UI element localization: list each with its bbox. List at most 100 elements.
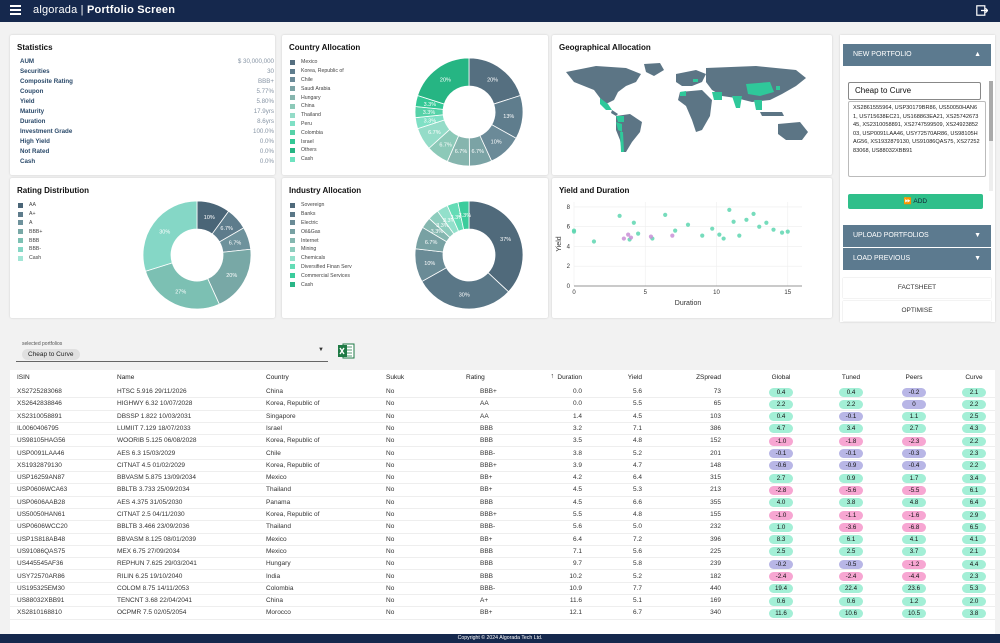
- scatter-point[interactable]: [700, 233, 705, 238]
- legend-item[interactable]: China: [290, 102, 344, 111]
- legend-item[interactable]: Chemicals: [290, 254, 352, 263]
- scatter-point[interactable]: [663, 212, 668, 217]
- legend-item[interactable]: AA: [18, 201, 42, 210]
- legend-item[interactable]: Korea, Republic of: [290, 67, 344, 76]
- isin-textarea[interactable]: XS2861555964, USP30179BR86, US50050HAN61…: [848, 101, 986, 177]
- scatter-point[interactable]: [621, 236, 626, 241]
- legend-item[interactable]: Others: [290, 146, 344, 155]
- column-header[interactable]: ZSpread: [696, 374, 721, 381]
- table-row[interactable]: USP0091LAA46 AES 6.3 15/03/2029 Chile No BBB…: [10, 448, 995, 460]
- column-header[interactable]: Sukuk: [386, 374, 405, 381]
- pie-slice[interactable]: [468, 200, 524, 293]
- scatter-point[interactable]: [571, 229, 577, 234]
- legend-item[interactable]: Cash: [290, 280, 352, 289]
- factsheet-button[interactable]: FACTSHEET: [843, 278, 991, 298]
- scatter-point[interactable]: [727, 207, 732, 213]
- legend-item[interactable]: Sovereign: [290, 201, 352, 210]
- load-previous-accordion[interactable]: LOAD PREVIOUS ▼: [843, 248, 991, 270]
- scatter-point[interactable]: [771, 227, 776, 232]
- table-row[interactable]: USP1S818AB48 BBVASM 8.125 08/01/2039 Mexic…: [10, 534, 995, 546]
- legend-item[interactable]: Israel: [290, 137, 344, 146]
- table-row[interactable]: US98105HAG56 WOORIB 5.125 06/08/2028 Korea…: [10, 435, 995, 448]
- legend-item[interactable]: Cash: [290, 155, 344, 164]
- scatter-point[interactable]: [757, 224, 762, 229]
- table-row[interactable]: XS2642838846 HIGHWY 6.32 10/07/2028 Korea,…: [10, 398, 995, 411]
- pie-slice[interactable]: [142, 200, 198, 272]
- table-row[interactable]: XS2310058891 DBSSP 1.822 10/03/2031 Singap…: [10, 411, 995, 423]
- new-portfolio-accordion[interactable]: NEW PORTFOLIO ▲: [843, 44, 991, 66]
- upload-portfolios-accordion[interactable]: UPLOAD PORTFOLIOS ▼: [843, 225, 991, 247]
- table-row[interactable]: US50050HAN61 CITNAT 2.5 04/11/2030 Korea, …: [10, 509, 995, 522]
- column-header[interactable]: Global: [771, 374, 791, 381]
- column-header[interactable]: Yield: [627, 374, 642, 381]
- table-row[interactable]: USP0606WCA63 BBLTB 3.733 25/09/2034 Thaila…: [10, 484, 995, 497]
- legend-item[interactable]: BBB: [18, 236, 42, 245]
- legend-item[interactable]: Saudi Arabia: [290, 84, 344, 93]
- column-header[interactable]: Peers: [905, 374, 923, 381]
- scatter-point[interactable]: [785, 229, 790, 234]
- legend-item[interactable]: BBB+: [18, 227, 42, 236]
- scatter-point[interactable]: [685, 222, 691, 227]
- pie-slice[interactable]: [421, 267, 510, 310]
- scatter-point[interactable]: [751, 211, 756, 216]
- column-header[interactable]: Rating: [466, 374, 485, 381]
- portfolio-chip[interactable]: Cheap to Curve: [22, 349, 80, 360]
- scatter-point[interactable]: [628, 235, 634, 240]
- legend-item[interactable]: Thailand: [290, 111, 344, 120]
- column-header[interactable]: ISIN: [17, 374, 30, 381]
- table-row[interactable]: USP0606WCC20 BBLTB 3.466 23/09/2036 Thaila…: [10, 521, 995, 534]
- sort-arrow-icon[interactable]: ↑: [550, 373, 555, 380]
- logout-icon[interactable]: [976, 5, 988, 16]
- scatter-point[interactable]: [648, 234, 654, 239]
- scatter-point[interactable]: [673, 228, 678, 233]
- legend-item[interactable]: Internet: [290, 236, 352, 245]
- legend-item[interactable]: Mining: [290, 245, 352, 254]
- scatter-point[interactable]: [617, 213, 622, 218]
- column-header[interactable]: Curve: [965, 374, 983, 381]
- optimise-button[interactable]: OPTIMISE: [843, 301, 991, 321]
- add-button[interactable]: ⏩ ADD: [848, 194, 983, 209]
- table-row[interactable]: US445545AF36 REPHUN 7.625 29/03/2041 Hunga…: [10, 558, 995, 571]
- menu-icon[interactable]: [10, 5, 21, 17]
- table-row[interactable]: US88032XBB91 TENCNT 3.68 22/04/2041 China N…: [10, 595, 995, 608]
- legend-item[interactable]: Hungary: [290, 93, 344, 102]
- scrollbar-thumb[interactable]: [989, 81, 993, 141]
- table-row[interactable]: US91086QAS75 MEX 6.75 27/09/2034 Mexico No B…: [10, 546, 995, 559]
- scatter-point[interactable]: [710, 226, 715, 231]
- table-row[interactable]: US195325EM30 COLOM 8.75 14/11/2053 Colombi…: [10, 583, 995, 596]
- portfolio-select[interactable]: selected portfolios Cheap to Curve ▼: [16, 338, 328, 362]
- column-header[interactable]: Name: [117, 374, 135, 381]
- table-row[interactable]: IL0060406795 LUMIIT 7.129 18/07/2033 Israe…: [10, 423, 995, 436]
- scatter-point[interactable]: [744, 217, 749, 222]
- legend-item[interactable]: Electric: [290, 219, 352, 228]
- scatter-point[interactable]: [591, 239, 597, 244]
- dropdown-arrow-icon[interactable]: ▼: [318, 347, 324, 353]
- table-row[interactable]: XS1932879130 CITNAT 4.5 01/02/2029 Korea, …: [10, 460, 995, 473]
- scatter-point[interactable]: [731, 219, 736, 224]
- portfolio-name-input[interactable]: Cheap to Curve: [848, 82, 981, 100]
- table-row[interactable]: XS2725283068 HTSC 5.916 29/11/2026 China No…: [10, 386, 995, 399]
- table-row[interactable]: XS2810168810 OCPMR 7.5 02/05/2054 Morocco N…: [10, 607, 995, 620]
- pie-slice[interactable]: [457, 200, 470, 231]
- legend-item[interactable]: BBB-: [18, 245, 42, 254]
- scatter-point[interactable]: [631, 220, 636, 225]
- legend-item[interactable]: Oil&Gas: [290, 227, 352, 236]
- pie-slice[interactable]: [145, 262, 220, 310]
- table-row[interactable]: USP16259AN87 BBVASM 5.875 13/09/2034 Mexic…: [10, 472, 995, 485]
- legend-item[interactable]: Mexico: [290, 58, 344, 67]
- table-row[interactable]: USY72570AR86 RILIN 6.25 19/10/2040 India No…: [10, 571, 995, 583]
- table-row[interactable]: USP0606AAB28 AES 4.375 31/05/2030 Panama No…: [10, 497, 995, 509]
- legend-item[interactable]: Colombia: [290, 128, 344, 137]
- legend-item[interactable]: Chile: [290, 76, 344, 85]
- legend-item[interactable]: Cash: [18, 254, 42, 263]
- excel-export-icon[interactable]: [337, 342, 355, 360]
- scatter-point[interactable]: [737, 233, 742, 238]
- column-header[interactable]: Tuned: [841, 374, 861, 381]
- scatter-point[interactable]: [721, 236, 726, 241]
- legend-item[interactable]: Commercial Services: [290, 271, 352, 280]
- scatter-point[interactable]: [626, 232, 631, 237]
- legend-item[interactable]: Peru: [290, 120, 344, 129]
- legend-item[interactable]: A: [18, 219, 42, 228]
- legend-item[interactable]: A+: [18, 210, 42, 219]
- scatter-point[interactable]: [670, 233, 675, 238]
